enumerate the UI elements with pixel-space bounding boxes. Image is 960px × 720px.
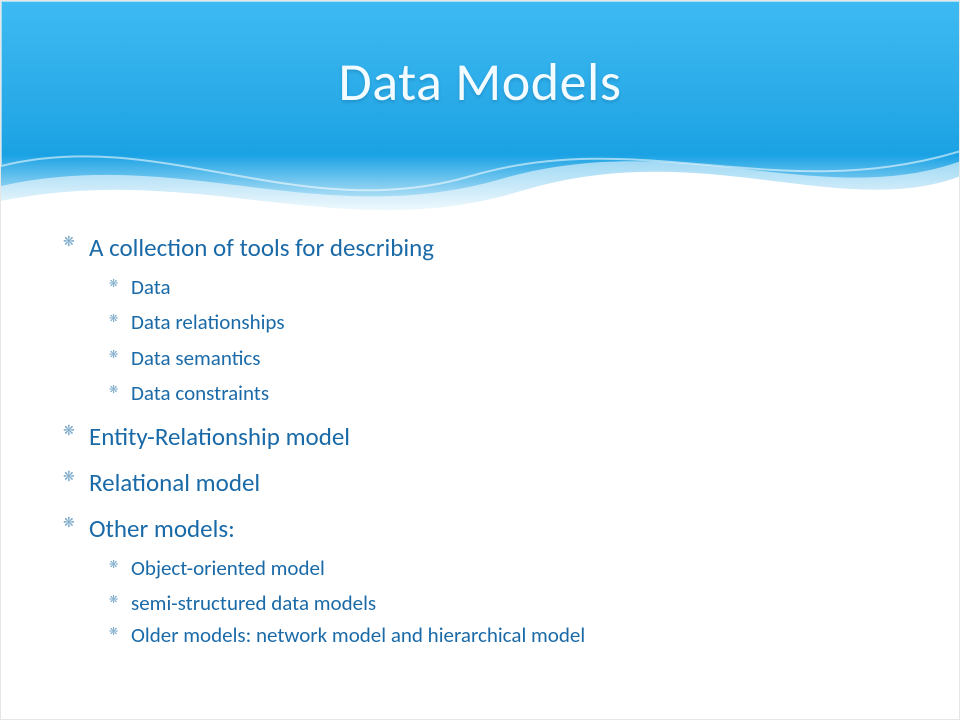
sub-bullet-item: Older models: network model and hierarch… (107, 621, 919, 650)
bullet-item: A collection of tools for describing Dat… (61, 231, 919, 408)
sub-bullet-item: Data relationships (107, 308, 919, 337)
sub-bullet-text: Data relationships (131, 309, 285, 335)
slide-content: A collection of tools for describing Dat… (61, 231, 919, 663)
bullet-item: Relational model (61, 466, 919, 500)
sub-bullet-text: Data semantics (131, 345, 261, 371)
bullet-text: Entity-Relationship model (89, 421, 350, 452)
sub-bullet-text: semi-structured data models (131, 590, 376, 616)
sub-bullet-list: Object-oriented model semi-structured da… (107, 554, 919, 651)
bullet-item: Entity-Relationship model (61, 420, 919, 454)
bullet-item: Other models: Object-oriented model semi… (61, 512, 919, 651)
sub-bullet-item: semi-structured data models (107, 589, 919, 618)
sub-bullet-item: Data constraints (107, 379, 919, 408)
bullet-list: A collection of tools for describing Dat… (61, 231, 919, 651)
bullet-text: Relational model (89, 467, 260, 498)
slide-title: Data Models (1, 49, 959, 115)
sub-bullet-item: Data (107, 273, 919, 302)
slide: Data Models A collection of tools for de… (0, 0, 960, 720)
sub-bullet-item: Object-oriented model (107, 554, 919, 583)
slide-header: Data Models (1, 1, 959, 221)
sub-bullet-item: Data semantics (107, 344, 919, 373)
sub-bullet-text: Data (131, 274, 171, 300)
sub-bullet-text: Data constraints (131, 380, 269, 406)
sub-bullet-text: Older models: network model and hierarch… (131, 622, 585, 648)
sub-bullet-list: Data Data relationships Data semantics D… (107, 273, 919, 409)
sub-bullet-text: Object-oriented model (131, 555, 325, 581)
bullet-text: A collection of tools for describing (89, 232, 434, 263)
bullet-text: Other models: (89, 513, 235, 544)
